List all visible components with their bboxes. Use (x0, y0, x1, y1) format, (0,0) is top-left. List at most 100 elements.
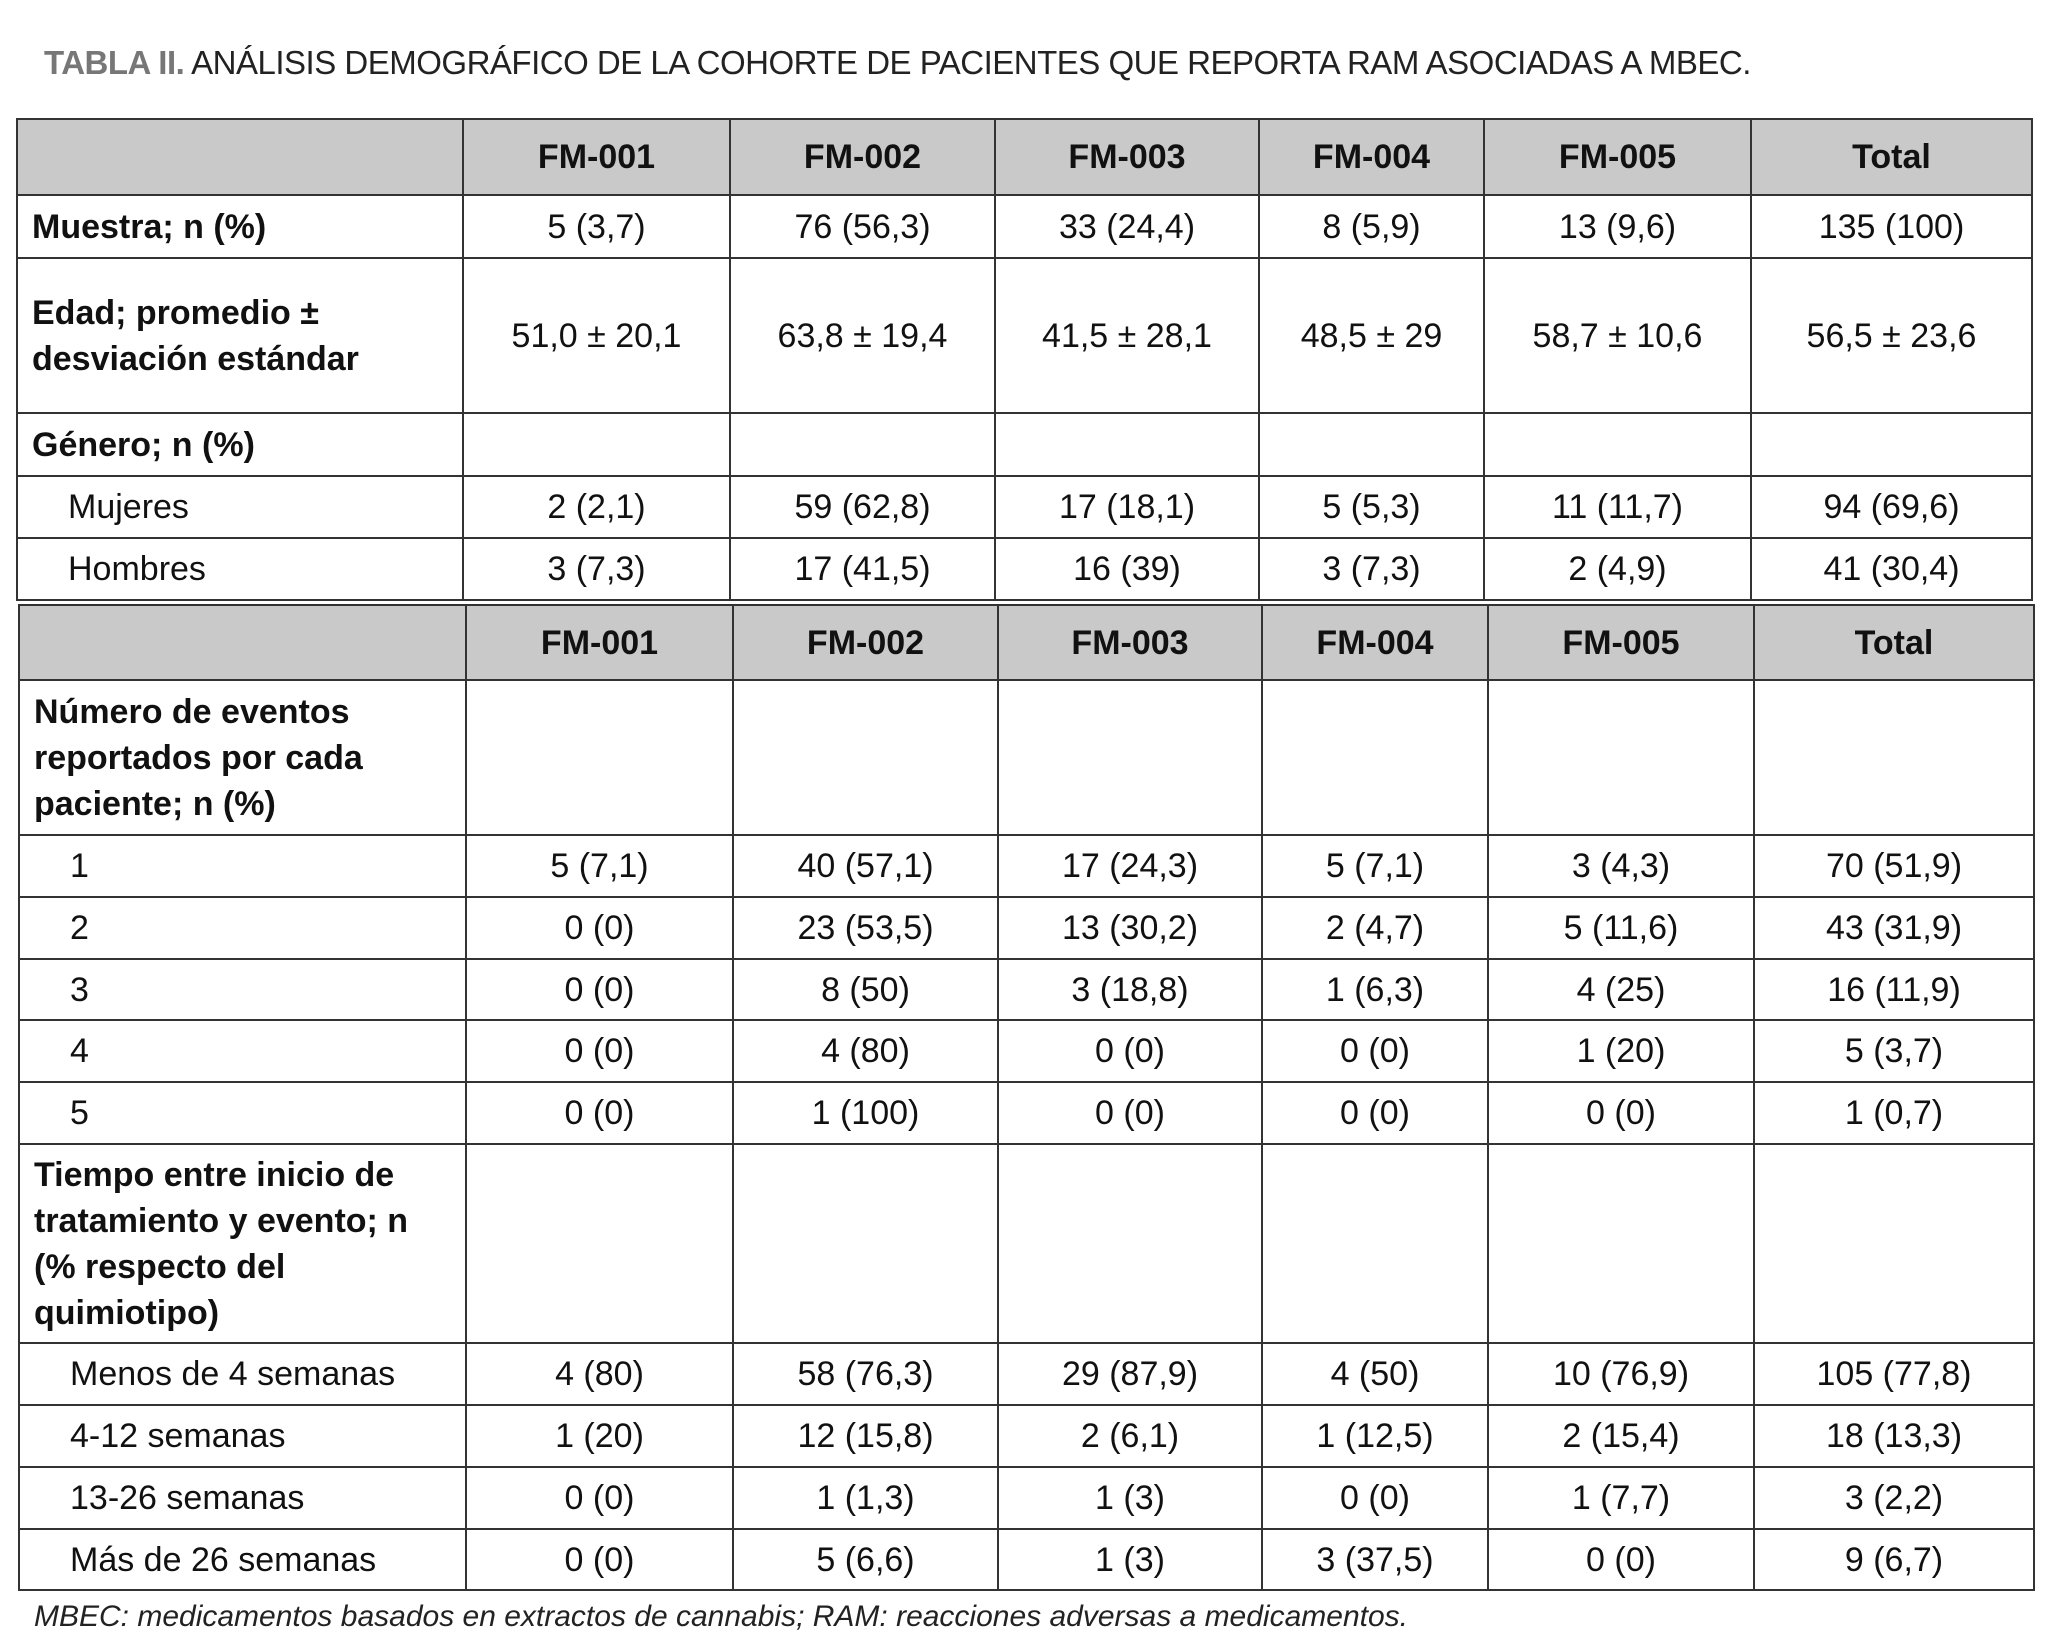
table-cell: 0 (0) (1261, 1081, 1489, 1145)
table-cell: 4 (25) (1487, 958, 1755, 1021)
row-label: Hombres (16, 537, 464, 601)
table-cell: 5 (3,7) (1753, 1019, 2035, 1083)
table-cell: 58 (76,3) (732, 1342, 999, 1406)
table-cell (1487, 1143, 1755, 1344)
table-cell: 2 (4,7) (1261, 896, 1489, 960)
table-cell (465, 1143, 734, 1344)
table-cell: 59 (62,8) (729, 475, 996, 539)
header-empty (16, 118, 464, 196)
table-cell: 2 (6,1) (997, 1404, 1263, 1468)
table-cell (997, 679, 1263, 836)
column-header: FM-001 (462, 118, 731, 196)
table-row: Menos de 4 semanas 4 (80) 58 (76,3) 29 (87,… (18, 1342, 2035, 1406)
table-cell: 29 (87,9) (997, 1342, 1263, 1406)
table-cell: 1 (12,5) (1261, 1404, 1489, 1468)
column-header: FM-005 (1483, 118, 1752, 196)
table-cell: 3 (37,5) (1261, 1528, 1489, 1591)
table-cell: 17 (41,5) (729, 537, 996, 601)
table-cell: 3 (7,3) (1258, 537, 1485, 601)
row-label: Más de 26 semanas (18, 1528, 467, 1591)
table-cell: 3 (4,3) (1487, 834, 1755, 898)
table-cell: 0 (0) (1487, 1528, 1755, 1591)
row-label: Tiempo entre inicio de tratamiento y eve… (18, 1143, 467, 1344)
row-label: 5 (18, 1081, 467, 1145)
table-cell (1753, 1143, 2035, 1344)
row-label: 13-26 semanas (18, 1466, 467, 1530)
column-header: FM-004 (1261, 604, 1489, 681)
table-cell: 0 (0) (997, 1019, 1263, 1083)
table-cell: 4 (80) (732, 1019, 999, 1083)
table-cell (1753, 679, 2035, 836)
table-cell: 63,8 ± 19,4 (729, 257, 996, 414)
table-cell: 1 (0,7) (1753, 1081, 2035, 1145)
table-cell: 3 (2,2) (1753, 1466, 2035, 1530)
table-cell: 8 (50) (732, 958, 999, 1021)
table-cell: 2 (15,4) (1487, 1404, 1755, 1468)
table-cell: 0 (0) (465, 1528, 734, 1591)
table-cell: 1 (3) (997, 1528, 1263, 1591)
table-cell: 17 (18,1) (994, 475, 1260, 539)
table-cell: 5 (7,1) (465, 834, 734, 898)
table-cell: 40 (57,1) (732, 834, 999, 898)
row-label: Género; n (%) (16, 412, 464, 477)
table-row: Edad; promedio ± desviación estándar 51,0… (16, 257, 2033, 414)
table-cell: 0 (0) (1487, 1081, 1755, 1145)
table-cell: 23 (53,5) (732, 896, 999, 960)
footnote: MBEC: medicamentos basados en extractos … (34, 1600, 1408, 1633)
table-cell: 5 (11,6) (1487, 896, 1755, 960)
table-cell (732, 1143, 999, 1344)
table-cell: 41 (30,4) (1750, 537, 2033, 601)
table-cell: 0 (0) (465, 1019, 734, 1083)
table-cell: 16 (11,9) (1753, 958, 2035, 1021)
row-label: Menos de 4 semanas (18, 1342, 467, 1406)
row-label: 4 (18, 1019, 467, 1083)
table-cell: 1 (1,3) (732, 1466, 999, 1530)
table-cell: 41,5 ± 28,1 (994, 257, 1260, 414)
table-cell: 3 (18,8) (997, 958, 1263, 1021)
table-cell: 0 (0) (465, 1466, 734, 1530)
table-cell: 0 (0) (465, 1081, 734, 1145)
events-table: FM-001 FM-002 FM-003 FM-004 FM-005 Total Númer… (18, 604, 2035, 1591)
table-cell: 2 (2,1) (462, 475, 731, 539)
table-cell (1258, 412, 1485, 477)
table-number: TABLA II. (44, 44, 185, 81)
table-cell: 12 (15,8) (732, 1404, 999, 1468)
column-header: FM-004 (1258, 118, 1485, 196)
row-label: 3 (18, 958, 467, 1021)
row-label: Mujeres (16, 475, 464, 539)
table-cell: 18 (13,3) (1753, 1404, 2035, 1468)
table-cell (1750, 412, 2033, 477)
table-cell: 5 (7,1) (1261, 834, 1489, 898)
table-cell: 1 (20) (465, 1404, 734, 1468)
table-row: Número de eventos reportados por cada pa… (18, 679, 2035, 836)
table-cell: 48,5 ± 29 (1258, 257, 1485, 414)
table-cell (465, 679, 734, 836)
table-cell: 0 (0) (1261, 1019, 1489, 1083)
table-cell: 105 (77,8) (1753, 1342, 2035, 1406)
header-row: FM-001 FM-002 FM-003 FM-004 FM-005 Total (18, 604, 2035, 681)
table-cell: 13 (30,2) (997, 896, 1263, 960)
table-cell: 1 (7,7) (1487, 1466, 1755, 1530)
table-cell: 5 (3,7) (462, 194, 731, 259)
row-label: 4-12 semanas (18, 1404, 467, 1468)
table-cell: 4 (50) (1261, 1342, 1489, 1406)
table-cell (1261, 679, 1489, 836)
row-label: Muestra; n (%) (16, 194, 464, 259)
table-cell: 4 (80) (465, 1342, 734, 1406)
column-header: FM-003 (994, 118, 1260, 196)
table-cell: 56,5 ± 23,6 (1750, 257, 2033, 414)
table-cell: 1 (100) (732, 1081, 999, 1145)
table-cell: 0 (0) (465, 896, 734, 960)
table-cell: 13 (9,6) (1483, 194, 1752, 259)
table-cell: 0 (0) (997, 1081, 1263, 1145)
table-cell: 17 (24,3) (997, 834, 1263, 898)
table-cell: 1 (3) (997, 1466, 1263, 1530)
column-header: FM-002 (732, 604, 999, 681)
table-cell: 58,7 ± 10,6 (1483, 257, 1752, 414)
table-title: TABLA II. ANÁLISIS DEMOGRÁFICO DE LA COH… (44, 44, 1751, 82)
table-cell (997, 1143, 1263, 1344)
table-cell: 135 (100) (1750, 194, 2033, 259)
demographics-table: FM-001 FM-002 FM-003 FM-004 FM-005 Total Muest… (16, 118, 2033, 601)
table-cell (1483, 412, 1752, 477)
